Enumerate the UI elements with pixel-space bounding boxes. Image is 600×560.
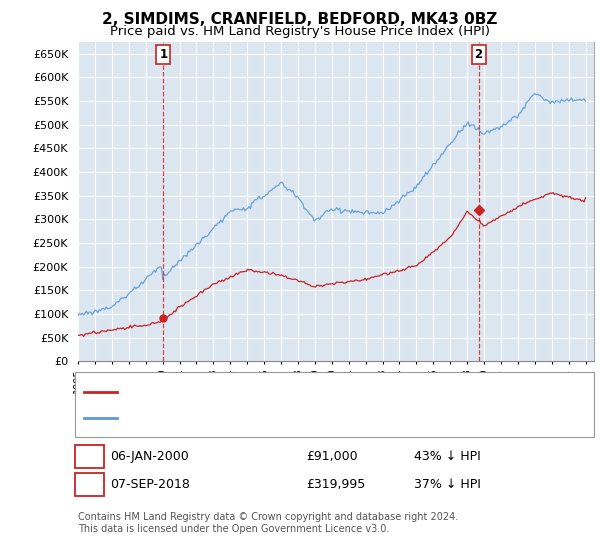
Text: 37% ↓ HPI: 37% ↓ HPI — [414, 478, 481, 491]
Text: Contains HM Land Registry data © Crown copyright and database right 2024.
This d: Contains HM Land Registry data © Crown c… — [78, 512, 458, 534]
Text: 06-JAN-2000: 06-JAN-2000 — [110, 450, 188, 463]
Text: 2: 2 — [85, 478, 94, 491]
Text: 07-SEP-2018: 07-SEP-2018 — [110, 478, 190, 491]
Text: 1: 1 — [85, 450, 94, 463]
Text: HPI: Average price, detached house, Central Bedfordshire: HPI: Average price, detached house, Cent… — [123, 413, 445, 423]
Text: £319,995: £319,995 — [306, 478, 365, 491]
Text: 2, SIMDIMS, CRANFIELD, BEDFORD, MK43 0BZ: 2, SIMDIMS, CRANFIELD, BEDFORD, MK43 0BZ — [103, 12, 497, 27]
Text: 2, SIMDIMS, CRANFIELD, BEDFORD, MK43 0BZ (detached house): 2, SIMDIMS, CRANFIELD, BEDFORD, MK43 0BZ… — [123, 386, 482, 396]
Text: Price paid vs. HM Land Registry's House Price Index (HPI): Price paid vs. HM Land Registry's House … — [110, 25, 490, 38]
Text: 2: 2 — [475, 48, 482, 61]
Text: £91,000: £91,000 — [306, 450, 358, 463]
Text: 43% ↓ HPI: 43% ↓ HPI — [414, 450, 481, 463]
Text: 1: 1 — [159, 48, 167, 61]
